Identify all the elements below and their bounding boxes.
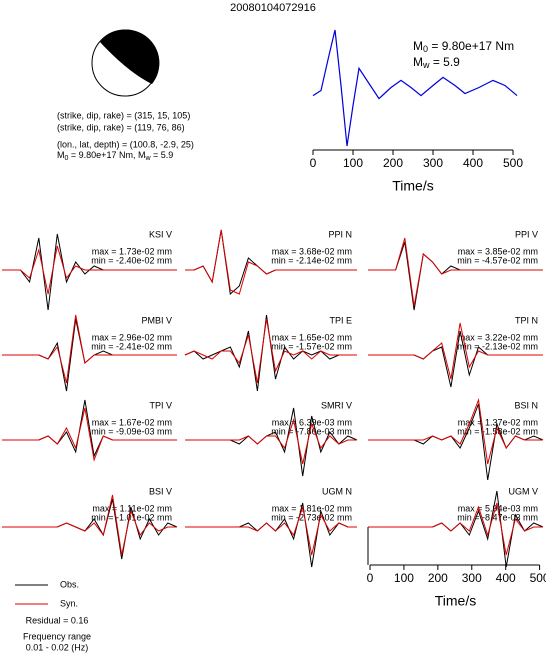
moment-rate-line <box>312 29 518 147</box>
m-sub: 0 <box>65 155 69 162</box>
w-symbol: M <box>138 150 146 160</box>
min-label: min = -4.57e-02 mm <box>457 255 538 265</box>
waveform-line <box>185 418 357 465</box>
source-line: (lon., lat, depth) = (100.8, -2.9, 25) <box>57 139 194 149</box>
station-label: BSI V <box>149 486 172 496</box>
station-label: TPI N <box>515 315 538 325</box>
magnitude-label: Mw = 5.9 <box>413 55 460 70</box>
max-label: max = 3.85e-02 mm <box>458 246 538 256</box>
w-sub: w <box>144 155 151 162</box>
station-label: PMBI V <box>141 315 172 325</box>
waveform-line <box>2 407 177 462</box>
min-label: min = -2.73e-02 mm <box>271 512 352 522</box>
moment-line: M0 = 9.80e+17 Nm, Mw = 5.9 <box>57 150 173 161</box>
min-label: min = -1.57e-02 mm <box>271 341 352 351</box>
min-label: min = -2.14e-02 mm <box>271 255 352 265</box>
min-label: min = -9.09e-03 mm <box>91 426 172 436</box>
min-label: min = -1.58e-02 mm <box>457 426 538 436</box>
x-tick-label: 0 <box>310 156 317 170</box>
station-label: SMRI V <box>321 400 352 410</box>
residual: Residual = 0.16 <box>26 615 89 625</box>
moment-label: M0 = 9.80e+17 Nm <box>413 39 514 54</box>
x-axis-label: Time/s <box>392 178 433 194</box>
beachball <box>91 29 160 97</box>
waveform-line <box>2 494 177 556</box>
waveform-line <box>368 403 544 481</box>
waveform-line <box>368 398 543 465</box>
station-label: PPI V <box>515 229 538 239</box>
w-sub: w <box>422 60 430 70</box>
w-rest: = 5.9 <box>151 150 174 160</box>
frequency-range: 0.01 - 0.02 (Hz) <box>26 642 89 652</box>
waveform-line <box>368 237 543 307</box>
x-tick-label: 500 <box>530 571 546 585</box>
m-symbol: M <box>413 39 423 53</box>
waveform-line <box>185 506 357 556</box>
x-tick-label: 400 <box>463 156 483 170</box>
source-line: (strike, dip, rake) = (119, 76, 86) <box>57 122 185 132</box>
waveform-line <box>2 245 177 295</box>
w-symbol: M <box>413 55 423 69</box>
min-label: min = -2.13e-02 mm <box>457 341 538 351</box>
beachball-compression <box>100 29 160 84</box>
waveform-line <box>368 322 543 380</box>
waveform-line <box>2 314 177 384</box>
station-label: TPI V <box>149 400 172 410</box>
min-label: min = -1.01e-02 mm <box>91 512 172 522</box>
max-label: max = 3.22e-02 mm <box>458 332 538 342</box>
station-label: UGM V <box>508 486 538 496</box>
waveform-line <box>185 229 357 295</box>
station-label: KSI V <box>149 229 172 239</box>
w-rest: = 5.9 <box>430 55 461 69</box>
x-tick-label: 500 <box>503 156 523 170</box>
max-label: max = 1.37e-02 mm <box>458 417 538 427</box>
x-tick-label: 400 <box>496 571 516 585</box>
min-label: min = -8.47e-03 mm <box>457 512 538 522</box>
x-tick-label: 0 <box>367 571 374 585</box>
legend-label: Obs. <box>60 579 79 589</box>
max-label: max = 1.67e-02 mm <box>92 417 172 427</box>
x-tick-label: 200 <box>428 571 448 585</box>
max-label: max = 1.65e-02 mm <box>272 332 352 342</box>
station-label: PPI N <box>328 229 352 239</box>
waveform-line <box>368 502 543 556</box>
max-label: max = 3.68e-02 mm <box>272 246 352 256</box>
x-tick-label: 100 <box>343 156 363 170</box>
x-tick-label: 300 <box>423 156 443 170</box>
x-axis-label: Time/s <box>435 593 476 609</box>
x-tick-label: 300 <box>462 571 482 585</box>
legend-label: Syn. <box>60 598 78 608</box>
station-label: TPI E <box>329 315 352 325</box>
station-label: UGM N <box>322 486 352 496</box>
m-rest: = 9.80e+17 Nm, <box>68 150 138 160</box>
min-label: min = -2.40e-02 mm <box>91 255 172 265</box>
min-label: min = -7.86e-03 mm <box>271 426 352 436</box>
m-symbol: M <box>57 150 65 160</box>
max-label: max = 1.81e-02 mm <box>272 503 352 513</box>
waveform-line <box>184 314 357 392</box>
min-label: min = -2.41e-02 mm <box>91 341 172 351</box>
m-sub: 0 <box>423 44 428 54</box>
source-line: (strike, dip, rake) = (315, 15, 105) <box>57 110 190 120</box>
x-tick-label: 200 <box>383 156 403 170</box>
m-rest: = 9.80e+17 Nm <box>428 39 514 53</box>
station-label: BSI N <box>514 400 538 410</box>
x-tick-label: 100 <box>394 571 414 585</box>
max-label: max = 2.96e-02 mm <box>92 332 172 342</box>
legend: Obs. Syn. Residual = 0.16 Frequency rang… <box>15 579 91 652</box>
max-label: max = 6.39e-03 mm <box>272 417 352 427</box>
waveform-line <box>184 318 357 384</box>
max-label: max = 1.11e-02 mm <box>92 503 172 513</box>
frequency-title: Frequency range <box>23 631 91 641</box>
title: 20080104072916 <box>230 2 316 14</box>
max-label: max = 1.73e-02 mm <box>92 246 172 256</box>
